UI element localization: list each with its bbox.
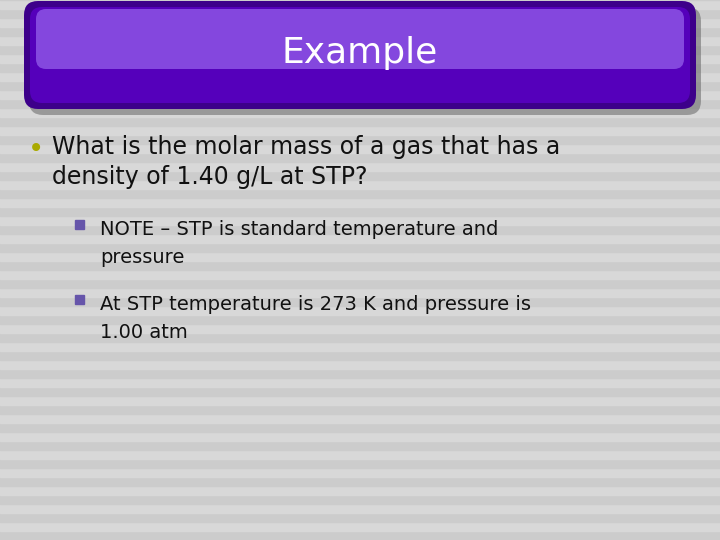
Text: pressure: pressure: [100, 248, 184, 267]
Bar: [0, 54, 720, 63]
Bar: [0, 243, 720, 252]
Text: 1.00 atm: 1.00 atm: [100, 323, 188, 342]
Bar: [0, 522, 720, 531]
Text: NOTE – STP is standard temperature and: NOTE – STP is standard temperature and: [100, 220, 498, 239]
Bar: [0, 306, 720, 315]
Bar: [0, 0, 720, 9]
Bar: [0, 81, 720, 90]
Bar: [0, 225, 720, 234]
Bar: [75, 295, 84, 304]
Bar: [0, 180, 720, 189]
Bar: [0, 405, 720, 414]
Bar: [0, 261, 720, 270]
Bar: [0, 414, 720, 423]
Bar: [0, 135, 720, 144]
Bar: [0, 117, 720, 126]
Bar: [0, 198, 720, 207]
Text: density of 1.40 g/L at STP?: density of 1.40 g/L at STP?: [52, 165, 367, 189]
Bar: [0, 162, 720, 171]
Bar: [0, 153, 720, 162]
Bar: [0, 504, 720, 513]
Bar: [75, 220, 84, 229]
Bar: [0, 423, 720, 432]
Bar: [0, 108, 720, 117]
Bar: [0, 324, 720, 333]
Bar: [0, 207, 720, 216]
Bar: [0, 369, 720, 378]
Bar: [0, 27, 720, 36]
Bar: [0, 270, 720, 279]
Bar: [0, 441, 720, 450]
Bar: [0, 360, 720, 369]
Bar: [0, 63, 720, 72]
Bar: [0, 468, 720, 477]
Text: What is the molar mass of a gas that has a: What is the molar mass of a gas that has…: [52, 135, 560, 159]
Bar: [0, 99, 720, 108]
Bar: [0, 432, 720, 441]
Bar: [0, 387, 720, 396]
Bar: [0, 45, 720, 54]
Bar: [0, 477, 720, 486]
Text: •: •: [28, 135, 44, 163]
Bar: [0, 234, 720, 243]
Bar: [0, 279, 720, 288]
Bar: [0, 189, 720, 198]
Bar: [0, 513, 720, 522]
Text: At STP temperature is 273 K and pressure is: At STP temperature is 273 K and pressure…: [100, 295, 531, 314]
FancyBboxPatch shape: [29, 7, 701, 115]
Bar: [0, 459, 720, 468]
Bar: [0, 531, 720, 540]
Bar: [0, 90, 720, 99]
Bar: [0, 351, 720, 360]
Bar: [0, 297, 720, 306]
Bar: [0, 18, 720, 27]
FancyBboxPatch shape: [24, 1, 696, 109]
Bar: [0, 333, 720, 342]
Bar: [0, 315, 720, 324]
FancyBboxPatch shape: [30, 7, 690, 103]
Bar: [0, 342, 720, 351]
Bar: [0, 378, 720, 387]
Bar: [0, 252, 720, 261]
Bar: [0, 9, 720, 18]
Bar: [0, 36, 720, 45]
Bar: [0, 495, 720, 504]
Bar: [0, 126, 720, 135]
Bar: [0, 144, 720, 153]
Bar: [0, 171, 720, 180]
Bar: [0, 216, 720, 225]
Bar: [0, 288, 720, 297]
Bar: [0, 450, 720, 459]
Bar: [0, 72, 720, 81]
Bar: [0, 396, 720, 405]
FancyBboxPatch shape: [36, 9, 684, 69]
Bar: [0, 486, 720, 495]
Text: Example: Example: [282, 36, 438, 70]
